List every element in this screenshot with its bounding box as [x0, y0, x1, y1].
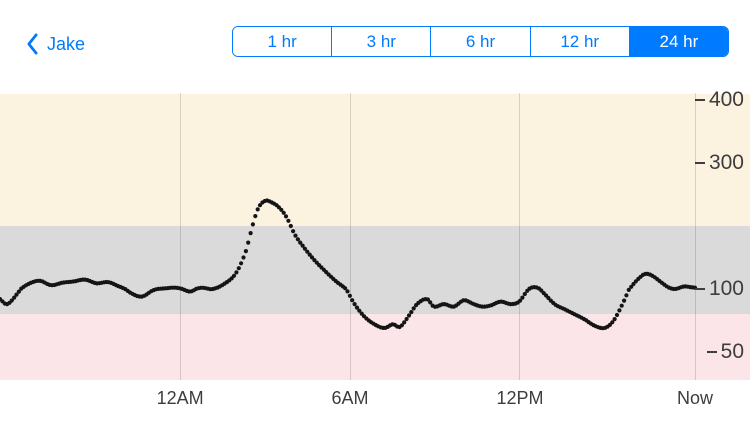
- glucose-dot: [295, 237, 300, 242]
- glucose-dot: [12, 295, 17, 300]
- glucose-dot: [614, 312, 620, 318]
- glucose-dot: [425, 297, 430, 302]
- glucose-dot: [354, 305, 360, 310]
- glucose-dot: [16, 289, 21, 294]
- y-axis-label: 100: [694, 277, 744, 301]
- glucose-dot: [617, 308, 622, 313]
- glucose-dot: [283, 214, 289, 219]
- glucose-dot: [236, 266, 241, 271]
- glucose-dot: [309, 255, 315, 260]
- glucose-dot: [406, 313, 412, 318]
- glucose-dot: [522, 291, 527, 297]
- glucose-dot: [241, 255, 246, 260]
- glucose-dot: [343, 286, 348, 291]
- glucose-dot: [629, 284, 634, 289]
- glucose-dot: [409, 310, 414, 315]
- glucose-dot: [404, 316, 409, 322]
- glucose-dot: [246, 240, 251, 245]
- glucose-trace: [0, 198, 698, 331]
- glucose-dot: [248, 231, 253, 236]
- x-axis-label: 6AM: [331, 388, 369, 408]
- band-high: [0, 93, 750, 226]
- time-range-button-24hr[interactable]: 24 hr: [629, 27, 728, 56]
- glucose-dot: [345, 289, 350, 294]
- glucose-dot: [291, 229, 296, 234]
- glucose-dot: [352, 302, 357, 307]
- top-bar: Jake 1 hr 3 hr 6 hr 12 hr 24 hr: [0, 0, 750, 93]
- y-tick-mark: [694, 162, 705, 164]
- glucose-dot: [279, 207, 284, 212]
- glucose-dot: [520, 295, 525, 300]
- glucose-dot: [231, 273, 237, 278]
- back-chevron-icon: [27, 33, 38, 55]
- glucose-dot: [286, 218, 291, 223]
- glucose-dot: [300, 243, 305, 248]
- glucose-dot: [428, 300, 433, 305]
- glucose-dot: [631, 281, 636, 287]
- glucose-dot: [350, 298, 355, 303]
- glucose-dot: [612, 317, 617, 322]
- gridline: [349, 93, 351, 380]
- gridline: [179, 93, 181, 380]
- glucose-dot: [250, 222, 255, 227]
- time-range-button-3hr[interactable]: 3 hr: [332, 27, 432, 56]
- glucose-dot: [234, 270, 239, 275]
- back-button[interactable]: Jake: [26, 28, 85, 60]
- glucose-dot: [622, 298, 627, 303]
- glucose-dot: [302, 246, 307, 251]
- glucose-dot: [399, 323, 404, 328]
- gridline: [694, 93, 696, 380]
- glucose-chart: 400 300 100 50: [0, 88, 750, 380]
- glucose-dot: [347, 293, 352, 298]
- y-axis-label: 50: [706, 340, 744, 364]
- glucose-dot: [288, 223, 293, 229]
- time-range-button-6hr[interactable]: 6 hr: [431, 27, 531, 56]
- time-range-button-1hr[interactable]: 1 hr: [233, 27, 333, 56]
- x-axis-labels: 12AM 6AM 12PM Now: [0, 388, 750, 416]
- y-tick-value: 100: [708, 277, 744, 300]
- x-axis-label: 12AM: [156, 388, 204, 408]
- glucose-dot: [293, 233, 298, 238]
- x-axis-label: 12PM: [496, 388, 544, 408]
- y-axis-label: 400: [694, 88, 744, 112]
- glucose-dot: [281, 210, 286, 215]
- glucose-dot: [239, 261, 244, 266]
- glucose-dot: [14, 292, 19, 297]
- glucose-dot: [626, 287, 631, 292]
- y-tick-mark: [694, 288, 705, 290]
- glucose-dot: [243, 249, 248, 254]
- glucose-dot: [402, 320, 407, 325]
- glucose-dot: [624, 293, 629, 298]
- glucose-dot: [298, 240, 303, 245]
- y-tick-mark: [694, 99, 705, 101]
- time-range-button-12hr[interactable]: 12 hr: [530, 27, 630, 56]
- y-axis-label: 300: [694, 151, 744, 175]
- time-range-segmented-control: 1 hr 3 hr 6 hr 12 hr 24 hr: [232, 26, 729, 57]
- glucose-dot: [411, 306, 416, 311]
- y-tick-value: 50: [720, 340, 744, 363]
- x-axis-label: Now: [676, 388, 714, 408]
- glucose-dot: [357, 308, 362, 313]
- y-tick-value: 400: [708, 88, 744, 111]
- y-tick-value: 300: [708, 151, 744, 174]
- glucose-dot: [307, 252, 312, 257]
- glucose-dot: [305, 249, 310, 254]
- glucose-dot: [255, 207, 260, 212]
- glucose-dot: [619, 303, 624, 308]
- y-tick-mark: [706, 351, 717, 353]
- glucose-dot: [257, 203, 263, 208]
- glucose-dot: [9, 298, 14, 303]
- back-label: Jake: [47, 34, 86, 54]
- glucose-dot: [253, 214, 258, 219]
- gridline: [519, 93, 521, 380]
- glucose-dot: [610, 320, 615, 325]
- glucose-dot: [518, 298, 523, 303]
